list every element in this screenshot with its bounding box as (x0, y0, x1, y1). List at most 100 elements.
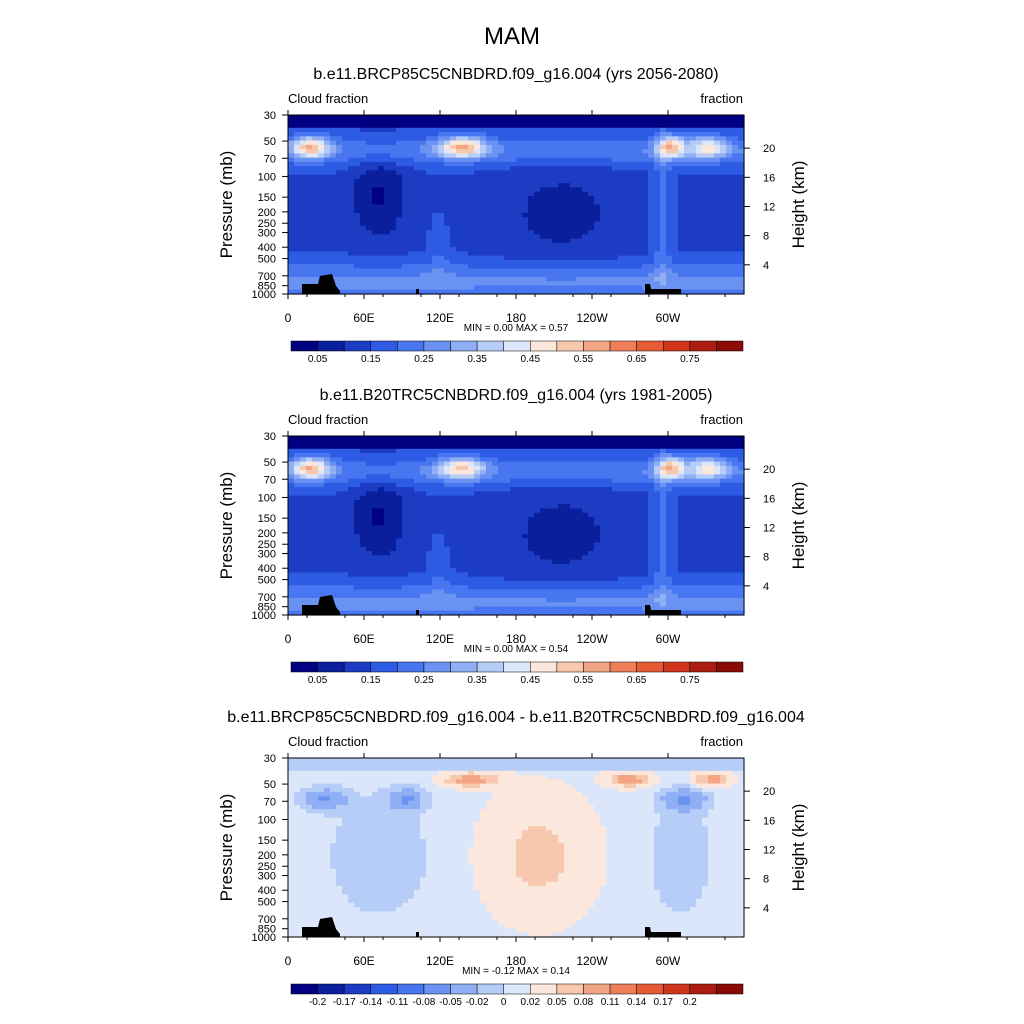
heatmap-cell (612, 516, 619, 522)
heatmap-cell (444, 259, 451, 265)
heatmap-cell (648, 272, 655, 278)
heatmap-cell (648, 238, 655, 244)
heatmap-cell (342, 272, 349, 278)
heatmap-cell (402, 136, 409, 142)
heatmap-cell (522, 157, 529, 163)
heatmap-cell (504, 478, 511, 484)
heatmap-cell (708, 242, 715, 248)
heatmap-cell (330, 448, 337, 454)
heatmap-cell (306, 221, 313, 227)
heatmap-cell (504, 140, 511, 146)
heatmap-cell (456, 166, 463, 171)
heatmap-cell (684, 474, 691, 480)
heatmap-cell (552, 259, 559, 265)
heatmap-cell (342, 157, 349, 163)
heatmap-cell (654, 191, 661, 197)
heatmap-cell (492, 161, 499, 167)
heatmap-cell (738, 195, 745, 201)
heatmap-cell (708, 499, 715, 505)
heatmap-cell (522, 191, 529, 197)
heatmap-cell (384, 448, 391, 454)
heatmap-cell (678, 149, 685, 154)
heatmap-cell (624, 217, 631, 223)
heatmap-cell (684, 461, 691, 467)
heatmap-cell (432, 487, 439, 492)
heatmap-cell (318, 174, 325, 180)
heatmap-cell (300, 187, 307, 193)
heatmap-cell (318, 495, 325, 501)
heatmap-cell (540, 204, 547, 210)
heatmap-cell (312, 512, 319, 518)
heatmap-cell (492, 259, 499, 265)
heatmap-cell (636, 495, 643, 501)
heatmap-cell (684, 242, 691, 248)
heatmap-cell (540, 521, 547, 527)
heatmap-cell (648, 268, 655, 274)
heatmap-cell (522, 264, 529, 270)
heatmap-cell (312, 272, 319, 278)
heatmap-cell (462, 204, 469, 210)
heatmap-cell (702, 255, 709, 261)
heatmap-cell (510, 487, 517, 492)
heatmap-cell (708, 491, 715, 497)
heatmap-cell (462, 495, 469, 501)
heatmap-cell (480, 213, 487, 218)
heatmap-cell (534, 187, 541, 193)
heatmap-cell (564, 178, 571, 184)
heatmap-cell (558, 170, 565, 176)
heatmap-cell (390, 115, 397, 120)
heatmap-cell (372, 516, 379, 522)
heatmap-cell (696, 276, 703, 282)
heatmap-cell (492, 191, 499, 197)
heatmap-cell (696, 259, 703, 265)
heatmap-cell (570, 457, 577, 463)
heatmap-cell (678, 140, 685, 146)
heatmap-cell (402, 149, 409, 154)
heatmap-cell (318, 170, 325, 176)
heatmap-cell (444, 208, 451, 214)
heatmap-cell (522, 119, 529, 125)
heatmap-cell (732, 512, 739, 518)
heatmap-cell (468, 166, 475, 171)
heatmap-cell (426, 187, 433, 193)
heatmap-cell (654, 470, 661, 475)
heatmap-cell (300, 436, 307, 441)
heatmap-cell (612, 499, 619, 505)
heatmap-cell (318, 247, 325, 252)
heatmap-cell (414, 183, 421, 189)
heatmap-cell (360, 144, 367, 150)
heatmap-cell (654, 521, 661, 527)
heatmap-cell (474, 448, 481, 454)
heatmap-cell (492, 119, 499, 125)
heatmap-cell (726, 495, 733, 501)
heatmap-cell (372, 470, 379, 475)
heatmap-cell (726, 268, 733, 274)
heatmap-cell (708, 132, 715, 137)
heatmap-cell (588, 453, 595, 458)
heatmap-cell (600, 251, 607, 257)
heatmap-cell (696, 289, 703, 295)
heatmap-cell (390, 200, 397, 206)
heatmap-cell (546, 166, 553, 171)
heatmap-cell (474, 234, 481, 240)
heatmap-cell (726, 230, 733, 235)
heatmap-cell (366, 225, 373, 231)
heatmap-cell (312, 136, 319, 142)
heatmap-cell (516, 499, 523, 505)
heatmap-cell (378, 234, 385, 240)
heatmap-cell (438, 440, 445, 446)
heatmap-cell (360, 208, 367, 214)
heatmap-cell (432, 195, 439, 201)
heatmap-cell (576, 166, 583, 171)
heatmap-cell (558, 436, 565, 441)
heatmap-cell (384, 255, 391, 261)
heatmap-cell (738, 178, 745, 184)
heatmap-cell (486, 289, 493, 295)
heatmap-cell (558, 512, 565, 518)
heatmap-cell (438, 204, 445, 210)
heatmap-cell (708, 478, 715, 484)
heatmap-cell (732, 276, 739, 282)
heatmap-cell (288, 234, 295, 240)
heatmap-cell (564, 499, 571, 505)
heatmap-cell (498, 221, 505, 227)
